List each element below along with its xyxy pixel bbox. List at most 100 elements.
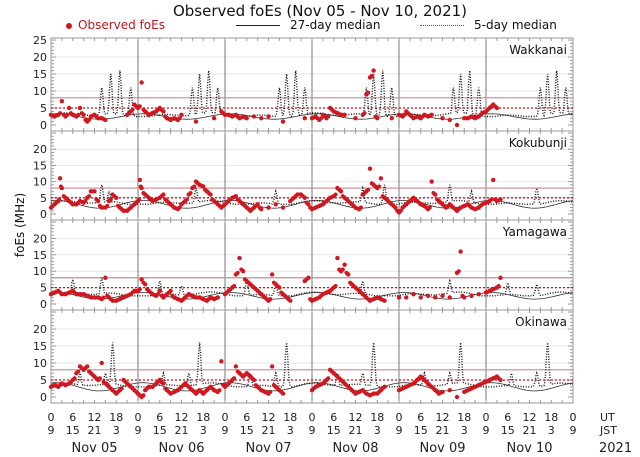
observed-point: [259, 206, 264, 212]
observed-point: [454, 122, 460, 128]
observed-point: [161, 381, 166, 386]
x-tick-jst: 21: [349, 424, 363, 437]
x-tick-jst: 3: [200, 424, 207, 437]
observed-point: [366, 187, 371, 192]
station-label: Wakkanai: [509, 43, 567, 57]
y-tick-label: 0: [40, 298, 47, 311]
y-tick-label: 15: [33, 249, 47, 262]
observed-point: [193, 119, 199, 124]
observed-point: [57, 197, 62, 202]
observed-point: [259, 116, 264, 121]
x-tick-ut: 6: [69, 411, 76, 424]
panel-wakkanai: 0 5 10 15 20 25 Wakkanai: [33, 34, 574, 132]
observed-point: [411, 291, 416, 297]
observed-point: [333, 192, 338, 197]
y-tick-label: 5: [40, 282, 47, 295]
observed-point: [342, 112, 347, 118]
y-tick-label: 20: [33, 232, 47, 245]
observed-point: [280, 119, 286, 124]
observed-point: [440, 116, 445, 121]
x-tick-jst: 21: [436, 424, 450, 437]
observed-point: [377, 184, 382, 189]
observed-point: [378, 176, 384, 181]
observed-point: [418, 295, 423, 300]
x-tick-jst: 21: [523, 424, 537, 437]
y-tick-label: 15: [33, 68, 47, 81]
observed-point: [188, 190, 193, 195]
observed-point: [440, 389, 445, 395]
legend-5day-label: 5-day median: [474, 18, 557, 32]
y-tick-label: 20: [33, 323, 47, 336]
x-tick-ut: 0: [222, 411, 229, 424]
observed-point: [215, 295, 220, 300]
x-tick-ut: 0: [570, 411, 577, 424]
observed-point: [66, 105, 72, 111]
station-label: Yamagawa: [502, 225, 567, 239]
x-tick-ut: 18: [109, 411, 123, 424]
observed-point: [326, 376, 331, 381]
x-tick-jst: 15: [240, 424, 254, 437]
observed-point: [491, 177, 496, 183]
observed-point: [177, 205, 182, 210]
observed-point: [494, 105, 500, 111]
observed-point: [396, 295, 402, 300]
observed-point: [306, 202, 311, 207]
observed-point: [454, 394, 460, 400]
observed-point: [161, 109, 166, 114]
y-tick-label: 10: [33, 85, 47, 98]
x-tick-ut: 18: [544, 411, 558, 424]
legend-observed-label: Observed foEs: [78, 18, 165, 32]
day-label: Nov 09: [419, 441, 465, 456]
x-tick-jst: 3: [461, 424, 468, 437]
observed-point: [155, 292, 160, 297]
y-tick-label: 20: [33, 143, 47, 156]
x-tick-jst: 15: [66, 424, 80, 437]
x-tick-ut: 12: [349, 411, 363, 424]
y-axis-label: foEs (MHz): [13, 193, 27, 257]
observed-point: [208, 192, 213, 197]
observed-point: [342, 262, 347, 267]
observed-point: [398, 208, 403, 213]
observed-point: [498, 275, 503, 280]
x-tick-ut: 12: [175, 411, 189, 424]
panel-kokubunji: 0 5 10 15 20 Kokubunji: [33, 130, 574, 221]
x-tick-ut: 6: [504, 411, 511, 424]
observed-point: [105, 203, 110, 208]
observed-point: [99, 360, 104, 366]
observed-point: [179, 112, 184, 118]
observed-point: [476, 291, 481, 297]
observed-point: [433, 295, 438, 300]
observed-point: [233, 193, 239, 199]
x-tick-jst: 9: [309, 424, 316, 437]
y-tick-label: 15: [33, 340, 47, 353]
observed-point: [382, 298, 387, 303]
observed-point: [59, 99, 65, 104]
observed-point: [338, 189, 344, 194]
x-tick-ut: 0: [48, 411, 55, 424]
x-tick-ut: 6: [243, 411, 250, 424]
x-tick-jst: 9: [396, 424, 403, 437]
observed-point: [130, 107, 135, 112]
day-label: Nov 05: [71, 441, 117, 456]
observed-point: [273, 202, 278, 207]
observed-point: [137, 104, 142, 109]
observed-point: [87, 194, 92, 199]
observed-point: [157, 288, 162, 294]
x-tick-jst: 9: [135, 424, 142, 437]
x-tick-jst: 3: [287, 424, 294, 437]
observed-point: [326, 114, 331, 119]
x-tick-ut: 18: [370, 411, 384, 424]
observed-point: [232, 376, 237, 381]
y-tick-label: 5: [40, 374, 47, 387]
observed-point: [97, 376, 102, 381]
observed-point: [277, 285, 282, 290]
observed-point: [280, 391, 286, 396]
observed-point: [367, 166, 373, 171]
observed-point: [219, 359, 224, 364]
observed-point: [369, 73, 374, 78]
observed-point: [57, 176, 63, 181]
x-tick-ut: 18: [283, 411, 297, 424]
x-tick-jst: 9: [222, 424, 229, 437]
day-label: Nov 06: [158, 441, 204, 456]
